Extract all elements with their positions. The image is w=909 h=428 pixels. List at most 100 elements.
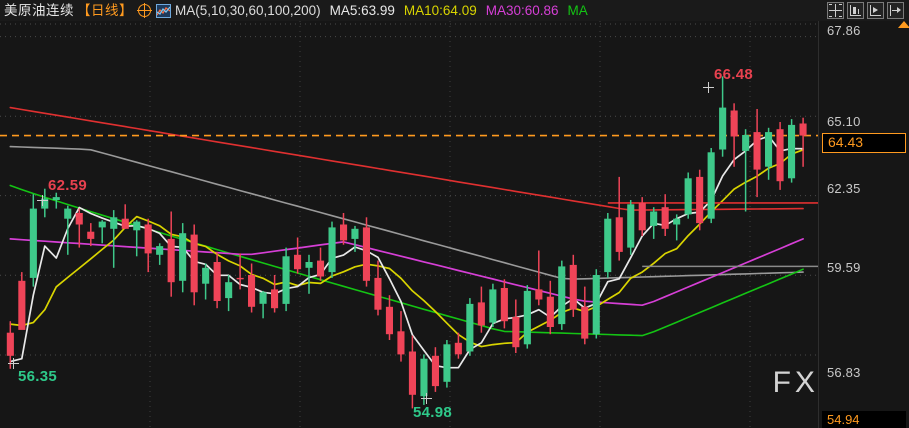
candle-body [294, 254, 302, 270]
candle-body [615, 217, 623, 252]
candle-body [110, 217, 118, 229]
candle-body [271, 289, 279, 309]
candle-body [443, 344, 451, 382]
candle-body [627, 204, 635, 248]
candle-body [317, 260, 325, 277]
ma60-line [9, 184, 804, 337]
candle-body [351, 228, 359, 239]
axis-label-2: 62.35 [827, 181, 861, 196]
candle-body [202, 267, 210, 284]
candle-body [340, 224, 348, 241]
candle-body [523, 290, 531, 345]
candle-body [753, 132, 761, 170]
candle-body [512, 316, 520, 348]
ma30-value: MA30:60.86 [485, 3, 559, 18]
candle-body [248, 275, 256, 307]
ma-indicator-icon[interactable] [156, 3, 171, 18]
candle-body [29, 208, 37, 278]
axis-arrow-icon [898, 21, 909, 28]
candle-body [18, 280, 26, 330]
candle-body [87, 231, 95, 239]
candle-body [719, 107, 727, 150]
candle-body [581, 306, 589, 339]
chart-left-align-button[interactable] [847, 2, 864, 19]
candle-body [730, 110, 738, 137]
annotation-62-59: 62.59 [48, 177, 88, 194]
axis-label-1: 65.10 [827, 114, 861, 129]
chart-play-button[interactable] [867, 2, 884, 19]
candle-body [535, 289, 543, 300]
low-annotation-56-35: 56.35 [18, 368, 58, 385]
chart-plot-area[interactable]: 66.48 62.59 56.35 54.98 [0, 21, 818, 428]
candle-body [558, 266, 566, 325]
ma5-value: MA5:63.99 [329, 3, 395, 18]
candle-body [385, 306, 393, 335]
symbol-name: 美原油连续 [4, 3, 74, 18]
candle-body [489, 289, 497, 323]
low-marker-56-35-icon [8, 358, 19, 369]
candle-body [546, 296, 554, 327]
ma5-line [9, 135, 804, 369]
low-marker-54-98-icon [421, 393, 432, 404]
candle-body [776, 129, 784, 182]
low-price-tag[interactable]: 54.94 [822, 411, 906, 428]
ma10-value: MA10:64.09 [403, 3, 477, 18]
low-annotation-54-98: 54.98 [413, 404, 453, 421]
axis-label-3: 59.59 [827, 260, 861, 275]
candle-body [167, 238, 175, 283]
price-axis[interactable]: 67.86 65.10 62.35 59.59 56.83 64.43 54.9… [818, 21, 909, 428]
candle-body [569, 264, 577, 310]
candle-body [650, 211, 658, 226]
candle-body [179, 233, 187, 281]
candle-body [190, 234, 198, 293]
candle-body [213, 262, 221, 301]
candle-body [75, 213, 83, 225]
axis-label-0: 67.86 [827, 23, 861, 38]
candle-body [431, 355, 439, 387]
candle-body [466, 303, 474, 352]
crosshair-mode-button[interactable] [827, 2, 844, 19]
candle-body [362, 227, 370, 281]
candle-body [259, 292, 267, 304]
ma200-line [9, 106, 804, 211]
candle-body [661, 207, 669, 229]
candle-body [592, 275, 600, 335]
axis-label-4: 56.83 [827, 365, 861, 380]
candle-body [236, 277, 244, 280]
crosshair-circle-icon[interactable] [137, 3, 152, 18]
candle-body [397, 331, 405, 355]
candle-body [765, 132, 773, 167]
candle-body [98, 221, 106, 228]
current-price-tag[interactable]: 64.43 [822, 133, 906, 153]
candle-body [6, 332, 14, 356]
marker-62-59-icon [37, 195, 48, 206]
chart-header: 美原油连续 【日线】 MA(5,10,30,60,100,200) MA5:63… [0, 0, 909, 21]
candle-body [742, 135, 750, 151]
high-marker-icon [703, 82, 714, 93]
ma100-line [9, 145, 804, 280]
candle-body [638, 202, 646, 231]
candle-body [707, 152, 715, 219]
candle-body [604, 218, 612, 273]
ma10-line [9, 148, 804, 348]
candle-body [500, 288, 508, 322]
candle-body [282, 256, 290, 304]
ma60-value: MA [567, 3, 588, 18]
high-annotation-66-48: 66.48 [714, 66, 754, 83]
candle-body [328, 227, 336, 273]
candle-body [156, 246, 164, 255]
candle-body [41, 198, 49, 209]
candle-body [799, 123, 807, 136]
candle-body [696, 176, 704, 224]
candle-body [52, 197, 60, 200]
candle-body [305, 262, 313, 268]
candle-body [144, 224, 152, 254]
chart-right-align-button[interactable] [887, 2, 904, 19]
candle-body [374, 277, 382, 310]
candle-body [673, 218, 681, 225]
candle-body [225, 282, 233, 299]
ma-title: MA(5,10,30,60,100,200) [175, 3, 321, 18]
period-label: 【日线】 [77, 3, 133, 18]
ma-glyph [157, 6, 170, 15]
candle-body [133, 221, 141, 231]
